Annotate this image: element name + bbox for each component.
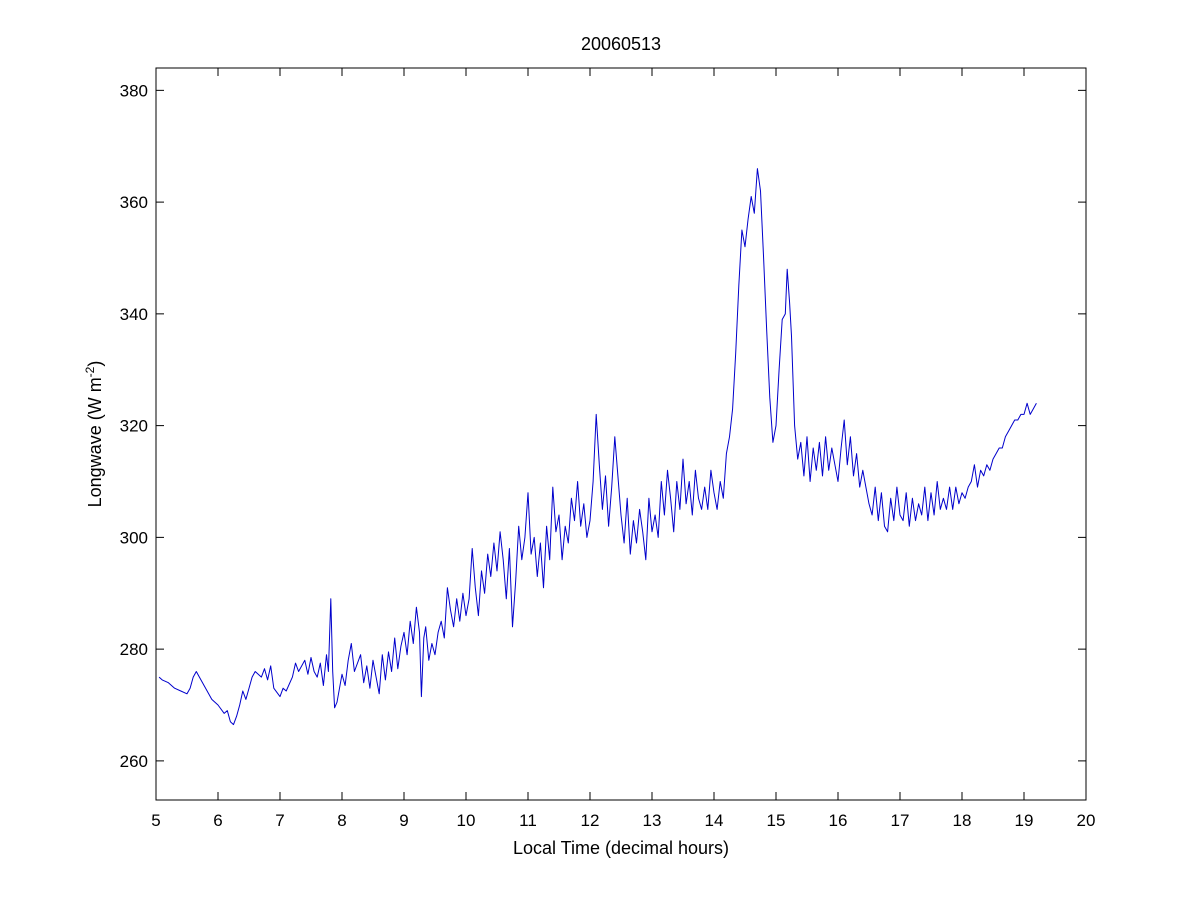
x-tick-label: 20 (1077, 811, 1096, 830)
y-tick-label: 320 (120, 417, 148, 436)
x-tick-label: 16 (829, 811, 848, 830)
x-tick-label: 7 (275, 811, 284, 830)
chart-title: 20060513 (581, 34, 661, 54)
y-axis-title-main: Longwave (W m (85, 377, 105, 507)
x-axis-title: Local Time (decimal hours) (513, 838, 729, 858)
x-tick-label: 13 (643, 811, 662, 830)
x-tick-label: 11 (519, 811, 537, 830)
x-tick-label: 5 (151, 811, 160, 830)
y-axis-title-close: ) (85, 361, 105, 367)
y-tick-label: 380 (120, 81, 148, 100)
x-tick-label: 12 (581, 811, 600, 830)
x-tick-label: 18 (953, 811, 972, 830)
x-tick-label: 8 (337, 811, 346, 830)
axis-ticks: 5 6 7 8 9 10 11 12 13 14 15 16 17 18 19 20 260 280 300 320 3… (120, 68, 1096, 830)
x-tick-label: 19 (1015, 811, 1034, 830)
x-tick-label: 17 (891, 811, 910, 830)
y-tick-label: 300 (120, 528, 148, 547)
y-tick-label: 340 (120, 305, 148, 324)
x-tick-label: 9 (399, 811, 408, 830)
plot-area-frame (155, 67, 1087, 801)
x-tick-label: 15 (767, 811, 786, 830)
y-tick-label: 260 (120, 752, 148, 771)
y-axis-title-superscript: -2 (83, 366, 97, 377)
longwave-series-line (158, 168, 1037, 726)
y-axis-title: Longwave (W m-2) (83, 361, 105, 508)
x-tick-label: 14 (705, 811, 724, 830)
y-tick-label: 360 (120, 193, 148, 212)
x-tick-label: 10 (457, 811, 476, 830)
x-tick-label: 6 (213, 811, 222, 830)
y-tick-label: 280 (120, 640, 148, 659)
series-layer (158, 168, 1037, 726)
